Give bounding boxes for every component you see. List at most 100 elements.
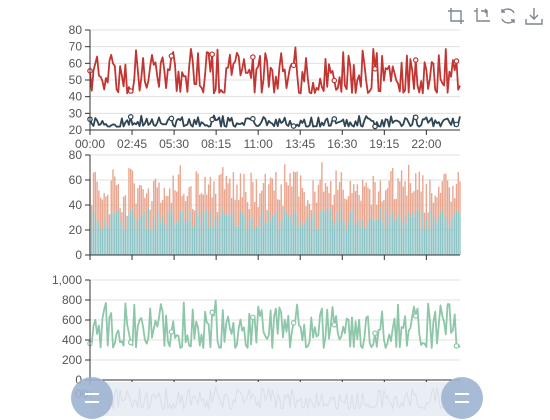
bar-lower [333, 224, 336, 255]
bar-lower [261, 208, 263, 255]
bar-upper [121, 212, 123, 229]
bar-lower [321, 208, 323, 255]
save-image-icon[interactable] [524, 6, 544, 26]
series-line-red-point [453, 58, 460, 64]
series-line-green-point [209, 309, 215, 316]
bar-upper [257, 207, 259, 228]
bar-upper [278, 199, 281, 229]
bar-lower [106, 225, 109, 255]
bar-upper [105, 196, 107, 227]
bar-upper [138, 185, 141, 219]
bar-upper [223, 189, 226, 214]
bar-lower [202, 219, 205, 255]
bar-upper [360, 200, 362, 228]
bar-lower [345, 229, 348, 255]
bar-upper [214, 193, 217, 216]
slider-handle-left[interactable] [71, 377, 113, 419]
bar-lower [314, 211, 316, 255]
bar-upper [230, 198, 233, 217]
bar-lower [124, 214, 127, 255]
bar-lower [252, 216, 254, 255]
bar-upper [176, 191, 178, 223]
series-line-dark-point [331, 116, 338, 122]
bar-lower [206, 208, 208, 255]
bar-upper [216, 212, 219, 229]
bar-lower [298, 227, 300, 255]
bar-upper [459, 181, 461, 215]
bar-upper [413, 191, 415, 217]
series-line-green-point [250, 314, 256, 321]
bar-lower [386, 207, 389, 255]
bar-upper [397, 178, 399, 214]
bar-lower [209, 211, 212, 255]
y-tick-label: 1,000 [52, 273, 82, 287]
bar-upper [333, 194, 336, 225]
zoom-reset-icon[interactable] [472, 6, 492, 26]
bar-lower [186, 216, 189, 255]
bar-upper [101, 199, 104, 230]
bar-upper [115, 185, 118, 212]
bar-lower [117, 209, 120, 255]
bar-lower [234, 225, 236, 255]
restore-icon[interactable] [498, 6, 518, 26]
bar-upper [315, 202, 318, 229]
bar-upper [273, 190, 275, 215]
bar-lower [188, 221, 190, 255]
bar-lower [353, 224, 355, 255]
bar-upper [301, 188, 304, 227]
bar-upper [342, 189, 344, 220]
datazoom-slider[interactable] [71, 377, 483, 419]
bar-upper [103, 192, 105, 219]
bar-lower [243, 214, 245, 255]
bar-lower [397, 213, 399, 255]
bar-lower [108, 227, 111, 255]
series-line-red-point [331, 77, 338, 84]
bar-upper [282, 206, 284, 219]
bar-lower [195, 209, 197, 255]
zoom-icon[interactable] [446, 6, 466, 26]
bar-lower [423, 229, 426, 255]
bar-lower [216, 228, 219, 255]
bar-lower [310, 228, 312, 255]
bar-lower [291, 222, 293, 255]
bar-lower [236, 226, 238, 255]
bar-upper [133, 183, 135, 218]
bar-lower [422, 211, 424, 255]
bar-upper [392, 167, 394, 212]
bar-upper [324, 183, 327, 214]
bar-lower [138, 218, 141, 255]
x-tick-label: 00:00 [75, 137, 105, 151]
bar-upper [184, 200, 187, 218]
bar-upper [264, 173, 266, 221]
bar-upper [335, 170, 337, 214]
series-line-red-point [250, 54, 256, 60]
bar-lower [200, 210, 203, 255]
bar-lower [377, 219, 380, 255]
bar-lower [317, 228, 320, 255]
bar-lower [112, 211, 114, 255]
bar-upper [340, 172, 343, 209]
bar-lower [374, 219, 376, 255]
bar-lower [326, 207, 328, 255]
bar-upper [140, 185, 143, 216]
bar-lower [285, 212, 288, 255]
handle-circle [71, 377, 113, 419]
bar-upper [450, 201, 452, 222]
bar-upper [163, 187, 166, 224]
series-line-green-point [412, 313, 419, 319]
bar-upper [183, 193, 185, 224]
series-line-green-point [372, 330, 378, 337]
bar-lower [275, 209, 277, 255]
bar-upper [369, 189, 371, 218]
x-tick-label: 08:15 [201, 137, 231, 151]
bar-upper [314, 191, 316, 212]
bar-upper [227, 183, 229, 214]
bar-lower [395, 218, 397, 255]
series-line-red-point [412, 57, 419, 63]
bar-lower [140, 215, 143, 255]
bar-lower [181, 210, 183, 255]
slider-handle-right[interactable] [441, 377, 483, 419]
bar-lower [455, 209, 458, 255]
bar-lower [349, 212, 351, 255]
